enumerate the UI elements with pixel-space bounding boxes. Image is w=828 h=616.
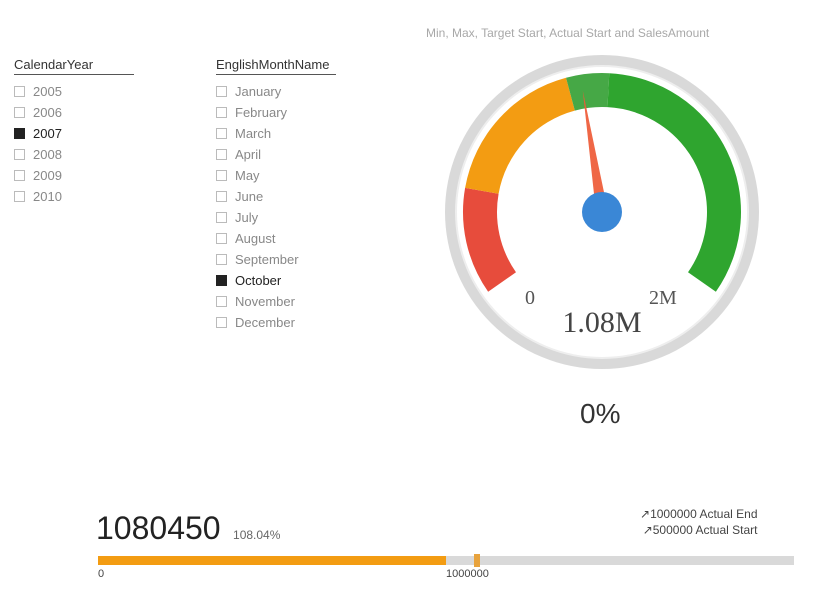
slicer-item-label: June [235,189,263,204]
trend-arrow-icon: ↗ [643,523,653,537]
checkbox-icon [14,86,25,97]
slicer-item-label: September [235,252,299,267]
kpi-bar-fill [98,556,446,565]
slicer-item-label: 2006 [33,105,62,120]
checkbox-icon [14,107,25,118]
checkbox-icon [216,233,227,244]
month-slicer-item[interactable]: April [216,144,386,165]
trend-arrow-icon: ↗ [640,507,650,521]
checkbox-icon [216,212,227,223]
gauge-percent-label: 0% [580,398,620,430]
slicer-calendar-year: CalendarYear 2005 2006 2007 2008 2009 2010 [14,56,164,207]
slicer-english-month: EnglishMonthName January February March Apr… [216,56,386,333]
svg-text:1.08M: 1.08M [562,306,641,339]
year-slicer-item[interactable]: 2008 [14,144,164,165]
month-slicer-item[interactable]: January [216,81,386,102]
kpi-value: 1080450 [96,510,221,547]
trend-text: 1000000 Actual End [650,507,757,521]
kpi-goal-pct: 108.04% [233,528,280,542]
month-slicer-item[interactable]: July [216,207,386,228]
svg-text:2M: 2M [649,287,677,309]
checkbox-icon [216,275,227,286]
year-slicer-item[interactable]: 2009 [14,165,164,186]
checkbox-icon [216,191,227,202]
slicer-item-label: 2005 [33,84,62,99]
slicer-item-label: April [235,147,261,162]
slicer-item-label: 2007 [33,126,62,141]
slicer-item-label: March [235,126,271,141]
month-slicer-item[interactable]: December [216,312,386,333]
checkbox-icon [14,149,25,160]
kpi-trend-block: ↗1000000 Actual End↗500000 Actual Start [640,506,758,538]
month-slicer-item[interactable]: March [216,123,386,144]
slicer-item-label: 2009 [33,168,62,183]
checkbox-icon [216,296,227,307]
slicer-item-label: October [235,273,281,288]
year-slicer-item[interactable]: 2010 [14,186,164,207]
gauge-title: Min, Max, Target Start, Actual Start and… [426,26,709,40]
gauge-visual: 0 2M 1.08M [432,42,782,392]
trend-text: 500000 Actual Start [653,523,758,537]
checkbox-icon [216,149,227,160]
kpi-bar-marker [474,554,480,567]
kpi-trend-line: ↗1000000 Actual End [640,506,758,522]
kpi-trend-line: ↗500000 Actual Start [640,522,758,538]
month-slicer-item[interactable]: May [216,165,386,186]
checkbox-icon [216,254,227,265]
checkbox-icon [216,170,227,181]
slicer-item-label: July [235,210,258,225]
checkbox-icon [216,86,227,97]
slicer-item-label: December [235,315,295,330]
slicer-item-label: 2010 [33,189,62,204]
year-slicer-item[interactable]: 2005 [14,81,164,102]
year-slicer-item[interactable]: 2006 [14,102,164,123]
gauge-svg: 0 2M 1.08M [432,42,782,392]
month-slicer-item[interactable]: August [216,228,386,249]
slicer-title-year: CalendarYear [14,57,134,75]
month-slicer-item[interactable]: November [216,291,386,312]
slicer-item-label: 2008 [33,147,62,162]
month-slicer-item[interactable]: September [216,249,386,270]
kpi-bar: 0 1000000 [98,556,794,586]
checkbox-icon [216,317,227,328]
slicer-item-label: February [235,105,287,120]
year-slicer-item[interactable]: 2007 [14,123,164,144]
checkbox-icon [14,191,25,202]
month-slicer-item[interactable]: February [216,102,386,123]
checkbox-icon [216,107,227,118]
slicer-item-label: August [235,231,275,246]
kpi-tick-label: 1000000 [446,568,489,580]
checkbox-icon [14,128,25,139]
slicer-item-label: May [235,168,260,183]
month-slicer-item[interactable]: June [216,186,386,207]
slicer-item-label: November [235,294,295,309]
month-slicer-item[interactable]: October [216,270,386,291]
slicer-title-month: EnglishMonthName [216,57,336,75]
checkbox-icon [216,128,227,139]
kpi-tick-label: 0 [98,568,104,580]
slicer-item-label: January [235,84,281,99]
svg-text:0: 0 [525,287,535,309]
checkbox-icon [14,170,25,181]
kpi-visual: 1080450 108.04% [96,510,280,547]
